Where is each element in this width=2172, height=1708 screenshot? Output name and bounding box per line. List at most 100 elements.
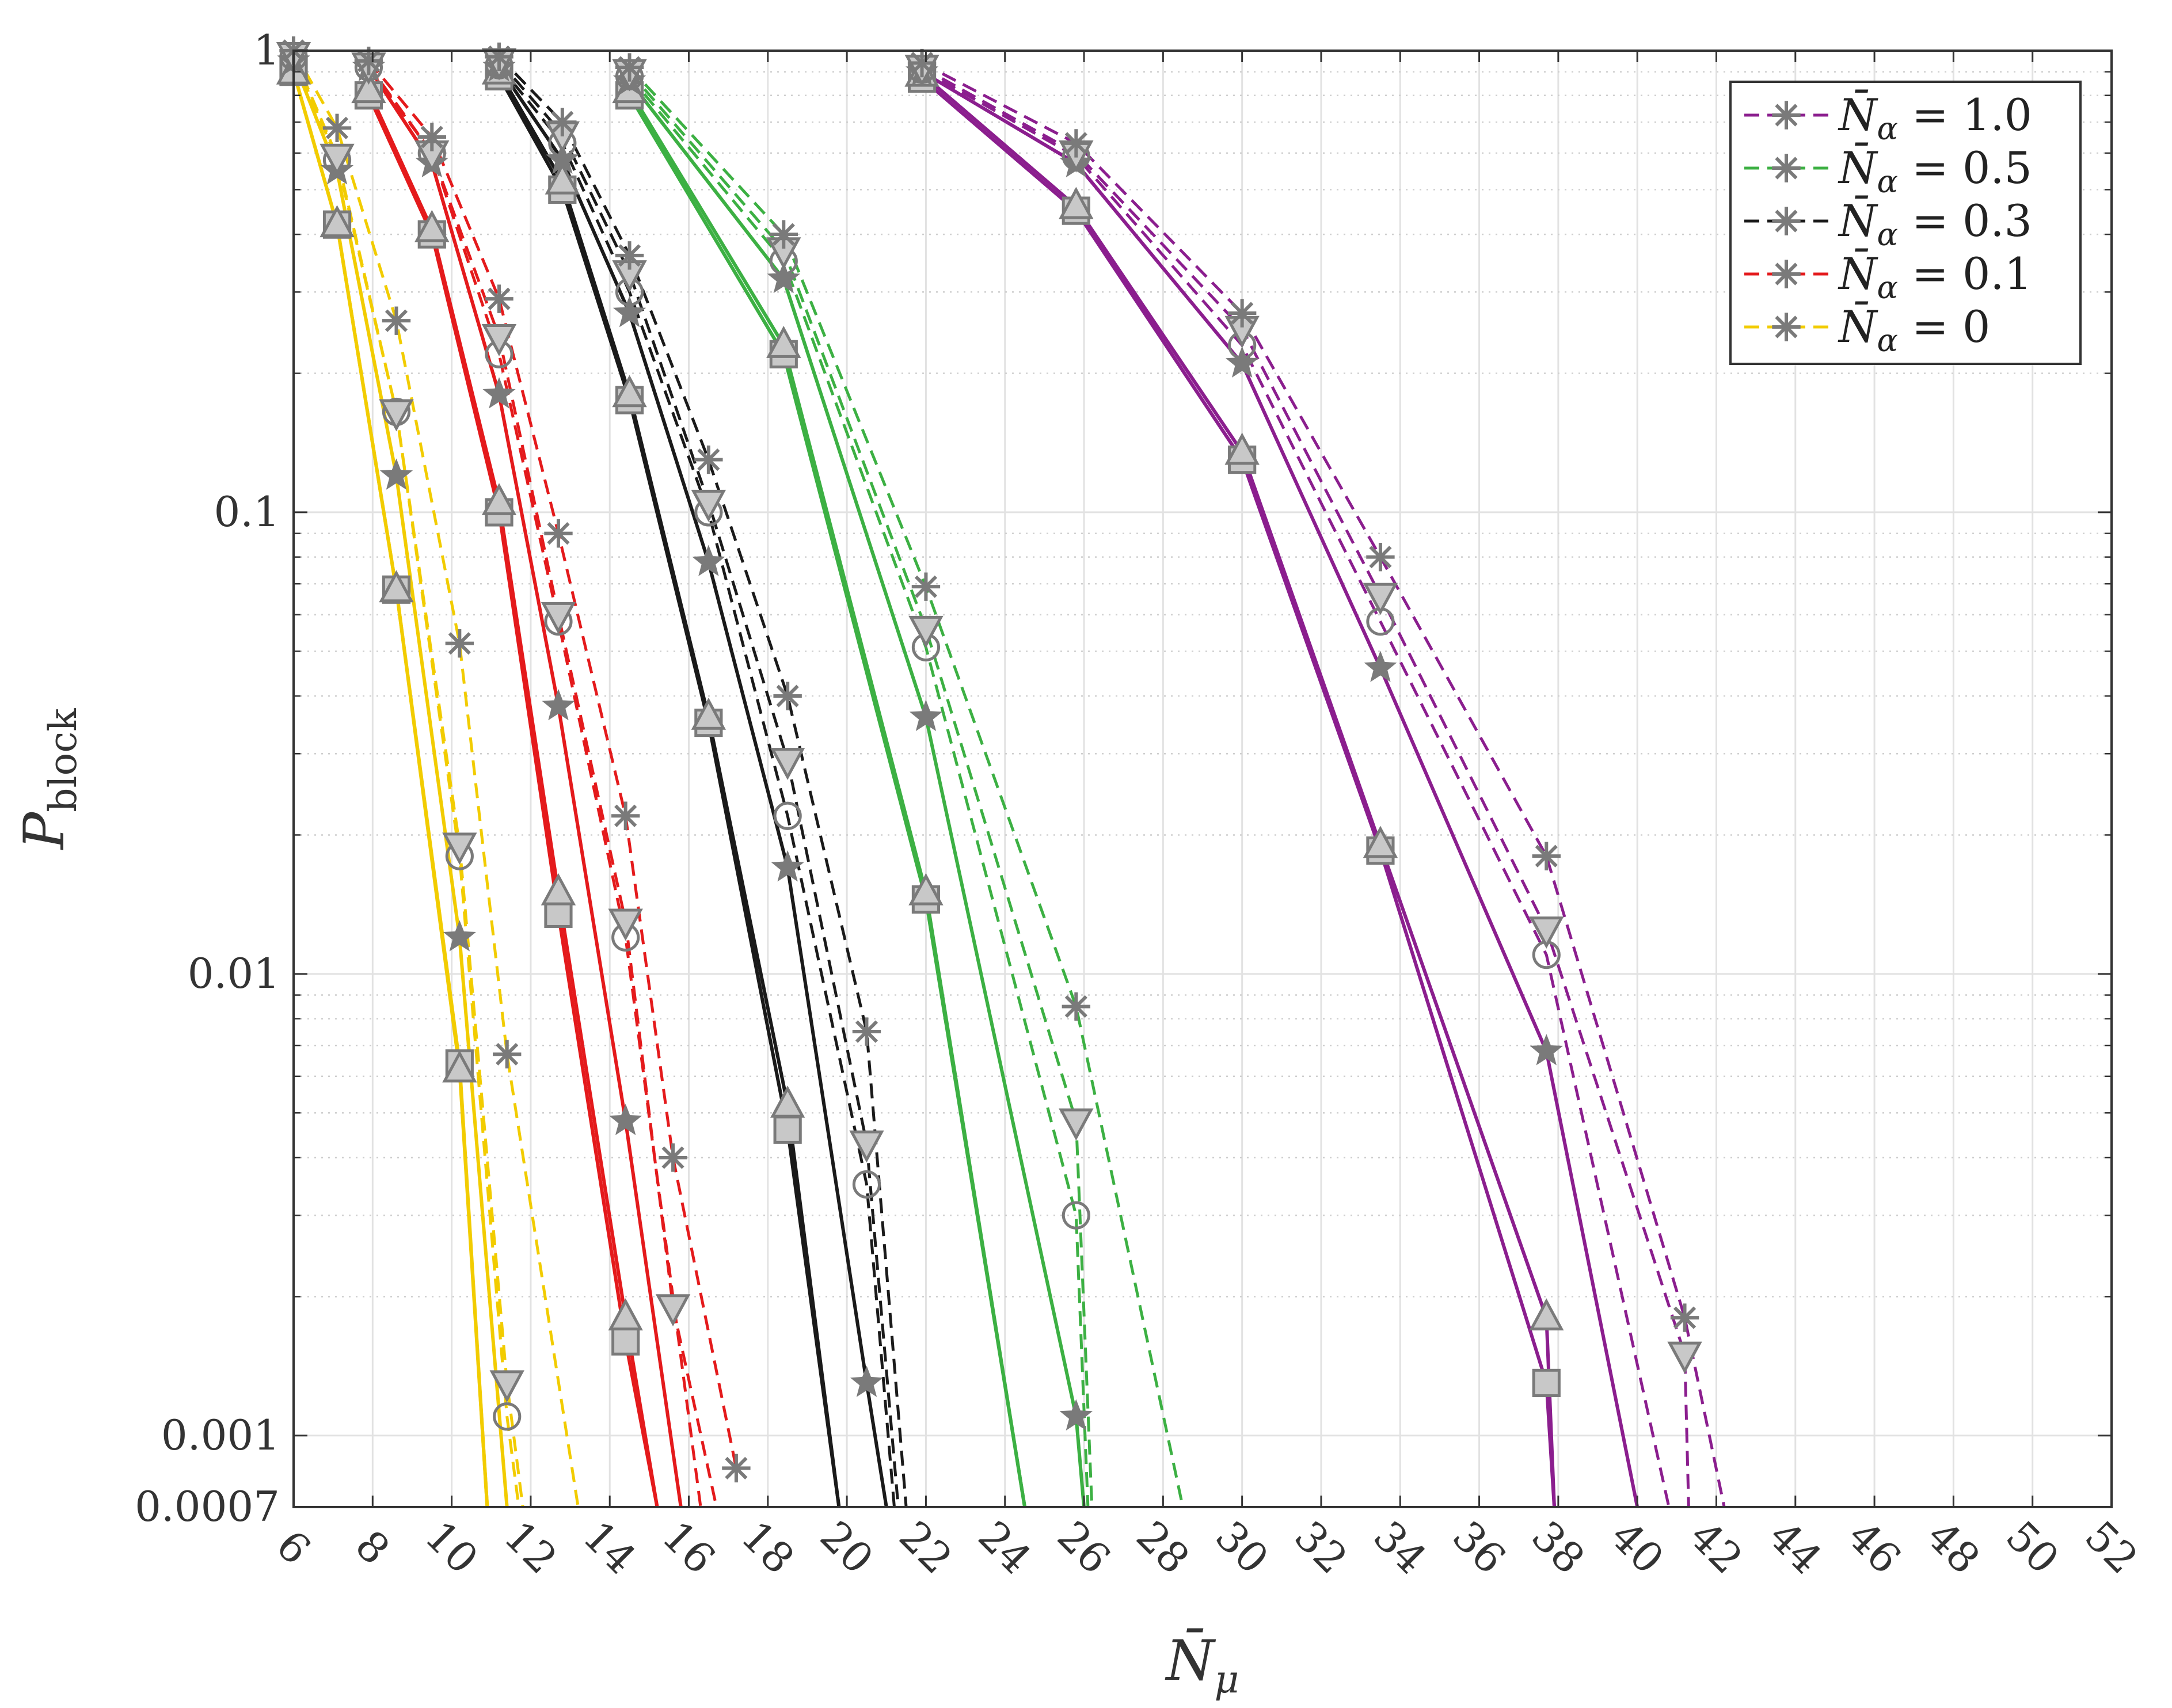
asterisk-stroke — [697, 448, 720, 471]
data-point-asterisk — [1772, 154, 1801, 182]
data-point-triangle-up — [770, 1085, 805, 1118]
series-line — [292, 50, 580, 1508]
data-point-circle — [1062, 1201, 1090, 1230]
data-point-asterisk — [485, 284, 513, 313]
data-point-triangle-up — [319, 205, 355, 238]
data-point-triangle-down — [1059, 1108, 1094, 1141]
data-point-asterisk — [907, 48, 937, 78]
data-point-asterisk — [1062, 129, 1091, 158]
data-point-triangle-down — [319, 143, 355, 176]
data-point-star — [546, 142, 579, 174]
data-point-asterisk — [485, 42, 513, 71]
data-point-triangle-down — [849, 1130, 884, 1163]
series-line — [920, 77, 1556, 1508]
series-group — [481, 42, 908, 1508]
data-point-asterisk — [445, 629, 474, 658]
asterisk-stroke — [325, 116, 349, 139]
asterisk-stroke — [910, 51, 934, 75]
data-point-star — [613, 295, 646, 328]
legend-label: N̄α = 0.1 — [1838, 248, 2032, 306]
data-point-square — [1532, 1368, 1561, 1398]
data-point-asterisk — [417, 123, 446, 151]
y-tick-label: 0.1 — [214, 488, 280, 536]
legend-entry: N̄α = 1.0 — [1744, 89, 2032, 147]
data-point-asterisk — [615, 241, 644, 270]
data-point-star — [909, 699, 943, 732]
asterisk-stroke — [420, 125, 443, 149]
series-group — [351, 47, 751, 1508]
data-point-star — [692, 545, 725, 576]
data-point-star — [1530, 1034, 1563, 1066]
asterisk-stroke — [1775, 157, 1798, 180]
data-point-asterisk — [694, 445, 723, 474]
data-point-asterisk — [1772, 260, 1801, 288]
grid — [292, 51, 2113, 1507]
legend-entry: N̄α = 0.3 — [1744, 195, 2032, 253]
asterisk-stroke — [1535, 845, 1558, 868]
data-point-star — [609, 1104, 642, 1135]
asterisk-stroke — [1775, 104, 1798, 127]
data-point-star — [850, 1365, 884, 1397]
series-line — [367, 94, 659, 1508]
data-point-triangle-up — [608, 1298, 643, 1331]
asterisk-stroke — [488, 287, 511, 310]
data-point-triangle-up — [766, 325, 801, 358]
data-point-asterisk — [722, 1454, 751, 1483]
asterisk-stroke — [496, 1043, 519, 1066]
series-line — [920, 73, 1556, 1508]
series-group — [612, 53, 1185, 1508]
y-tick-label: 1 — [253, 26, 280, 74]
asterisk-stroke — [618, 244, 641, 267]
asterisk-stroke — [776, 684, 799, 707]
data-point-asterisk — [659, 1143, 687, 1172]
data-point-triangle-down — [655, 1294, 691, 1327]
series-group — [904, 48, 1726, 1508]
asterisk-stroke — [725, 1456, 748, 1479]
series-line — [921, 68, 1671, 1508]
y-tick-label: 0.01 — [188, 949, 280, 998]
asterisk-stroke — [1064, 132, 1087, 155]
series-line — [627, 89, 1027, 1508]
data-point-triangle-up — [481, 483, 517, 515]
data-point-triangle-up — [691, 697, 726, 730]
asterisk-stroke — [914, 575, 938, 598]
plot-frame — [292, 50, 2113, 1508]
data-point-star — [1364, 651, 1397, 682]
data-point-triangle-down — [1529, 916, 1564, 949]
data-point-triangle-up — [908, 873, 944, 906]
asterisk-stroke — [357, 50, 381, 73]
data-point-star — [443, 920, 476, 952]
asterisk-stroke — [1775, 263, 1798, 286]
data-point-asterisk — [1366, 542, 1395, 572]
data-point-triangle-up — [612, 375, 647, 408]
data-point-triangle-down — [489, 1370, 524, 1403]
asterisk-stroke — [661, 1146, 684, 1169]
data-point-asterisk — [544, 519, 573, 548]
legend-entry: N̄α = 0 — [1744, 300, 1990, 359]
x-axis-label: N̄μ — [1165, 1629, 1239, 1702]
data-point-triangle-down — [908, 615, 944, 648]
data-point-star — [1226, 346, 1259, 378]
asterisk-stroke — [551, 111, 574, 134]
legend-label: N̄α = 0.5 — [1838, 142, 2032, 200]
data-point-triangle-up — [541, 873, 576, 906]
data-point-asterisk — [322, 113, 352, 143]
asterisk-stroke — [1673, 1306, 1696, 1329]
data-point-square — [611, 1327, 640, 1356]
data-point-triangle-up — [351, 71, 386, 104]
y-tick-label: 0.001 — [161, 1411, 280, 1459]
data-point-asterisk — [611, 801, 640, 830]
asterisk-stroke — [614, 804, 637, 827]
asterisk-stroke — [1775, 210, 1798, 233]
data-point-circle — [773, 801, 802, 830]
data-point-triangle-down — [442, 832, 477, 865]
data-point-asterisk — [773, 682, 802, 710]
data-point-asterisk — [1772, 313, 1801, 341]
data-point-triangle-down — [379, 399, 414, 432]
asterisk-stroke — [772, 223, 795, 246]
series-line — [497, 71, 841, 1508]
data-point-triangle-up — [545, 162, 580, 195]
data-point-triangle-down — [1667, 1341, 1702, 1374]
asterisk-stroke — [1064, 995, 1087, 1018]
